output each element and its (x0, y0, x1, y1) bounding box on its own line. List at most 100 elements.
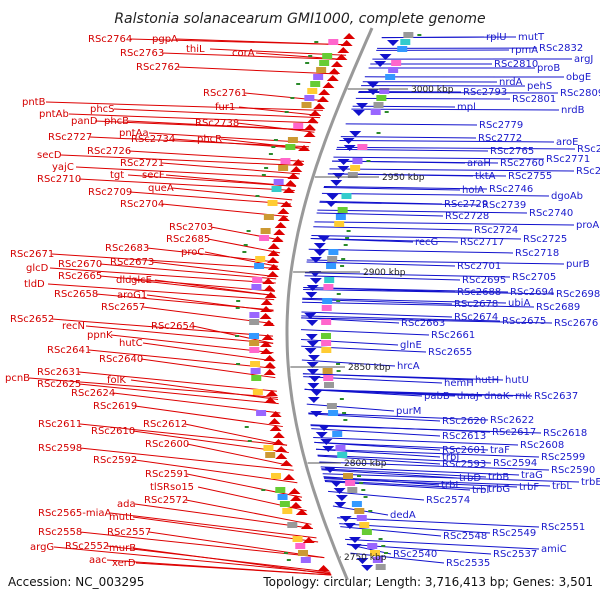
reverse-gene-arrow (328, 68, 341, 74)
forward-gene-label: nrdB (561, 105, 585, 116)
reverse-leader-line (129, 191, 292, 205)
reverse-gene-label: RSc2734 (131, 134, 175, 145)
forward-gene-label: RSc2574 (426, 495, 470, 506)
reverse-gene-label: argG (30, 542, 54, 553)
feature-tick (336, 370, 341, 372)
forward-gene-arrow (333, 488, 346, 494)
forward-gene-label: rpmA (511, 45, 538, 56)
forward-leader-line (302, 301, 535, 308)
forward-gene-arrow (307, 383, 320, 389)
feature-block (250, 361, 261, 367)
forward-leader-line (304, 275, 461, 281)
forward-gene-label: RSc2695 (462, 275, 506, 286)
feature-block (307, 88, 318, 94)
feature-tick (384, 111, 389, 113)
reverse-gene-label: RSc2565-miaA (38, 508, 111, 519)
reverse-gene-arrow (263, 355, 276, 361)
feature-block (351, 501, 362, 507)
kbp-tick-label: 3000 kbp (411, 85, 454, 95)
forward-gene-arrow (374, 61, 387, 67)
reverse-leader-line (79, 531, 325, 559)
reverse-gene-label: RSc2640 (99, 354, 143, 365)
feature-block (301, 102, 312, 108)
feature-tick (339, 398, 344, 400)
feature-block (345, 480, 356, 486)
forward-gene-arrow (366, 82, 379, 88)
reverse-leader-line (210, 226, 283, 241)
forward-gene-arrow (379, 54, 392, 60)
forward-gene-arrow (342, 138, 355, 144)
forward-gene-label: nrdA (499, 77, 523, 88)
reverse-leader-line (130, 379, 279, 401)
feature-block (337, 207, 348, 213)
feature-block (347, 487, 358, 493)
reverse-gene-arrow (289, 495, 302, 501)
reverse-leader-line (47, 283, 275, 301)
forward-leader-line (358, 91, 559, 94)
forward-gene-label: RSc2779 (479, 120, 523, 131)
reverse-gene-label: RSc2612 (143, 419, 187, 430)
forward-gene-label: RSc2740 (529, 208, 573, 219)
feature-block (324, 382, 335, 388)
reverse-gene-label: thiL (186, 44, 205, 55)
feature-tick (417, 34, 422, 36)
reverse-leader-line (45, 101, 323, 111)
forward-gene-label: hrcA (397, 361, 420, 372)
forward-leader-line (351, 108, 560, 111)
reverse-gene-label: phcS (90, 104, 115, 115)
reverse-gene-label: RSc2703 (169, 222, 213, 233)
feature-block (278, 165, 289, 171)
reverse-gene-label: glcE (131, 275, 152, 286)
reverse-gene-arrow (340, 40, 353, 46)
reverse-gene-label: RSc2762 (136, 62, 180, 73)
forward-gene-label: RSc2739 (482, 200, 526, 211)
forward-gene-label: RSc2549 (492, 528, 536, 539)
forward-gene-arrow (349, 131, 362, 137)
feature-block (321, 340, 332, 346)
reverse-gene-label: xerD (112, 558, 136, 569)
feature-tick (261, 489, 266, 491)
reverse-leader-line (186, 473, 303, 498)
reverse-gene-label: pntAa (119, 128, 149, 139)
forward-gene-label: RSc2535 (446, 558, 490, 569)
reverse-gene-label: ppnK (87, 330, 113, 341)
forward-gene-label: proB (537, 63, 560, 74)
feature-block (298, 550, 309, 556)
forward-gene-label: RSc2688 (457, 287, 501, 298)
reverse-gene-arrow (288, 488, 301, 494)
forward-gene-label: RSc2655 (428, 347, 472, 358)
forward-gene-label: proA (576, 220, 599, 231)
feature-tick (336, 300, 341, 302)
feature-block (322, 53, 333, 59)
forward-gene-label: mpl (457, 102, 476, 113)
reverse-leader-line (79, 423, 288, 446)
forward-gene-label: RSc2760 (500, 158, 544, 169)
reverse-gene-arrow (267, 250, 280, 256)
reverse-leader-line (151, 261, 277, 278)
reverse-gene-label: tldD (24, 279, 45, 290)
forward-leader-line (303, 288, 555, 295)
reverse-leader-line (148, 531, 325, 559)
reverse-gene-label: ada (117, 499, 136, 510)
reverse-leader-line (146, 294, 274, 312)
reverse-leader-line (132, 516, 319, 543)
forward-leader-line (337, 517, 540, 528)
feature-block (328, 410, 339, 416)
reverse-leader-line (128, 150, 305, 162)
feature-tick (255, 195, 260, 197)
reverse-leader-line (171, 187, 293, 201)
feature-block (295, 543, 306, 549)
feature-block (322, 298, 333, 304)
reverse-gene-label: phcR (197, 134, 222, 145)
reverse-leader-line (85, 325, 274, 344)
feature-tick (296, 83, 301, 85)
feature-block (285, 144, 296, 150)
forward-gene-label: trbF (519, 482, 539, 493)
reverse-leader-line (132, 430, 289, 454)
reverse-gene-label: RSc2726 (87, 146, 131, 157)
reverse-gene-arrow (269, 411, 282, 417)
reverse-gene-label: yajC (52, 162, 74, 173)
forward-leader-line (328, 490, 425, 501)
forward-leader-line (323, 187, 461, 191)
forward-gene-label: trbL (552, 481, 572, 492)
